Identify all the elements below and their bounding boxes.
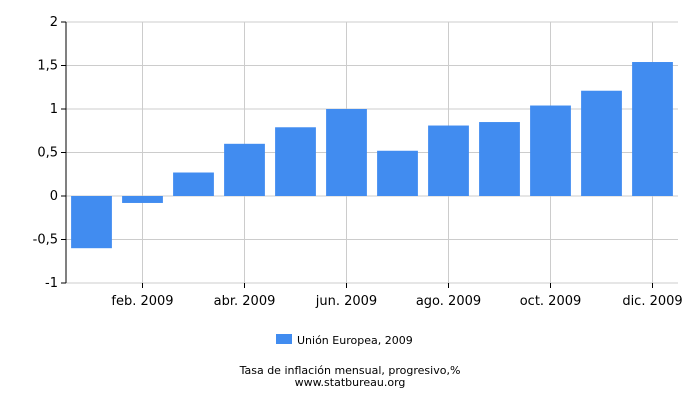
bar bbox=[71, 196, 112, 249]
bar bbox=[173, 172, 214, 196]
y-tick-label: 1 bbox=[50, 102, 58, 117]
bar bbox=[530, 105, 571, 196]
chart-title: Tasa de inflación mensual, progresivo,% bbox=[239, 364, 461, 377]
y-tick-label: -1 bbox=[45, 276, 58, 291]
bar bbox=[122, 196, 163, 203]
source-link[interactable]: www.statbureau.org bbox=[294, 376, 406, 389]
legend-label: Unión Europea, 2009 bbox=[297, 334, 413, 347]
legend: Unión Europea, 2009 bbox=[276, 334, 413, 347]
y-tick-label: 0,5 bbox=[37, 146, 58, 161]
y-tick-label: -0,5 bbox=[33, 233, 58, 248]
x-tick-label: dic. 2009 bbox=[622, 294, 682, 309]
bar bbox=[632, 62, 673, 196]
bar bbox=[326, 109, 367, 196]
legend-swatch bbox=[276, 334, 292, 344]
bar bbox=[275, 127, 316, 196]
bar bbox=[581, 90, 622, 196]
x-tick-label: feb. 2009 bbox=[111, 294, 173, 309]
bar bbox=[224, 143, 265, 196]
y-tick-label: 2 bbox=[50, 15, 58, 30]
bars bbox=[71, 62, 673, 249]
x-tick-label: abr. 2009 bbox=[214, 294, 276, 309]
x-tick-label: ago. 2009 bbox=[416, 294, 481, 309]
bar bbox=[377, 150, 418, 196]
x-tick-label: oct. 2009 bbox=[520, 294, 582, 309]
bar bbox=[428, 125, 469, 196]
y-tick-label: 0 bbox=[50, 189, 58, 204]
y-tick-label: 1,5 bbox=[37, 59, 58, 74]
axes: -1 -0,5 0 0,5 1 1,5 2 feb. 2009 abr. 2009 jun. 20… bbox=[33, 15, 683, 309]
bar bbox=[479, 122, 520, 196]
x-tick-label: jun. 2009 bbox=[315, 294, 377, 309]
